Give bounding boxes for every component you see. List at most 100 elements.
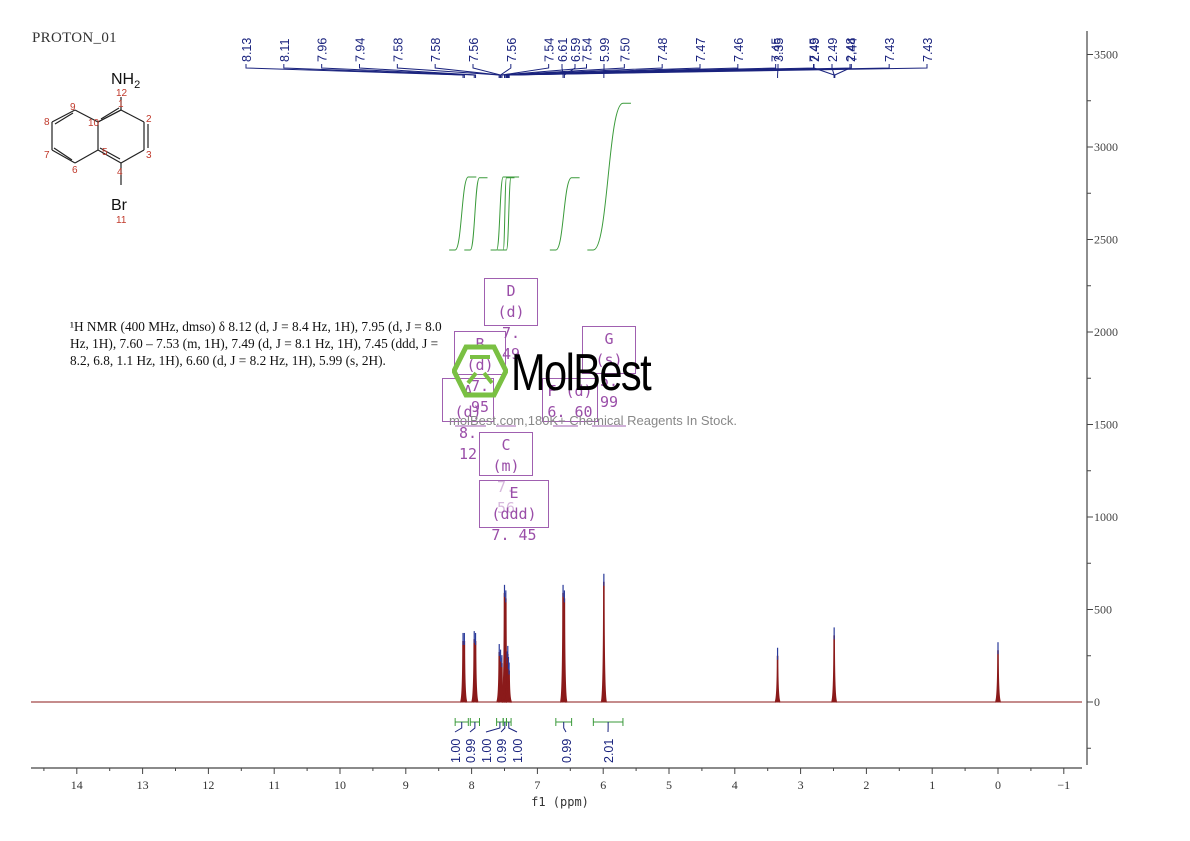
svg-text:6: 6: [72, 165, 78, 176]
multiplet-shift: 6. 60: [547, 403, 593, 421]
svg-text:11: 11: [116, 215, 127, 226]
peak-shift-label: 2.48: [844, 38, 858, 62]
peak-shift-label: 7.45: [808, 38, 822, 62]
svg-text:7: 7: [44, 150, 50, 161]
multiplet-label-e: E (ddd) 7. 45: [479, 480, 549, 544]
peak-shift-label: 7.54: [581, 38, 595, 62]
svg-text:9: 9: [70, 102, 76, 113]
peak-shift-label: 8.11: [278, 39, 292, 62]
peak-connector: [321, 64, 475, 78]
peak-connector: [831, 64, 835, 78]
integral-value: 0.99: [464, 739, 478, 763]
y-tick-label: 3500: [1094, 48, 1118, 62]
y-tick-label: 2500: [1094, 233, 1118, 247]
multiplet-id: G (s): [595, 330, 623, 369]
peak-shift-label: 7.45: [770, 38, 784, 62]
spectrum-peak: [774, 655, 781, 703]
multiplet-id: B (d): [466, 335, 494, 374]
svg-text:4: 4: [117, 167, 123, 178]
peak-shift-label: 7.48: [656, 38, 670, 62]
x-tick-label: 8: [469, 778, 475, 792]
peak-shift-label: 7.56: [467, 38, 481, 62]
x-tick-label: 4: [732, 778, 738, 792]
integral-curve: [587, 102, 631, 251]
peak-shift-label: 7.58: [391, 38, 405, 62]
multiplet-label-d: D (d) 7. 49: [484, 278, 538, 363]
peak-shift-label: 6.61: [556, 38, 570, 62]
multiplet-shift: 7. 49: [501, 324, 521, 363]
peak-connector: [505, 64, 663, 78]
integral-connector: [454, 722, 463, 733]
peak-shift-label: 3.35: [772, 38, 786, 62]
x-tick-label: 0: [995, 778, 1001, 792]
x-tick-label: 10: [334, 778, 346, 792]
peak-shift-label: 8.13: [240, 38, 254, 62]
spectrum-peak: [600, 581, 608, 703]
integral-curve: [464, 177, 488, 251]
multiplet-id: C (m): [492, 436, 520, 475]
peak-connector: [813, 64, 835, 78]
y-tick-label: 3000: [1094, 140, 1118, 154]
peak-shift-label: 7.56: [505, 38, 519, 62]
x-tick-label: 5: [666, 778, 672, 792]
peak-connector: [505, 64, 701, 78]
multiplet-shift: 7. 95: [470, 377, 490, 416]
nh2-label: NH2: [111, 71, 140, 91]
y-tick-label: 1500: [1094, 418, 1118, 432]
peak-connector: [434, 64, 500, 78]
x-tick-label: −1: [1057, 778, 1070, 792]
multiplet-id: E (ddd): [491, 484, 537, 523]
peak-connector: [500, 64, 512, 78]
multiplet-label-g: G (s) 5. 99: [582, 326, 636, 411]
peak-shift-label: 5.99: [598, 38, 612, 62]
y-tick-label: 1000: [1094, 510, 1118, 524]
peak-connector: [359, 64, 477, 78]
multiplet-shift: 8. 12: [458, 424, 478, 463]
peak-shift-label: 2.49: [826, 38, 840, 62]
peak-shift-label: 7.96: [316, 38, 330, 62]
peak-shift-label: 7.54: [543, 38, 557, 62]
x-tick-label: 1: [929, 778, 935, 792]
integral-connector: [485, 722, 501, 733]
integral-value: 1.00: [480, 739, 494, 763]
watermark-url: molBest.com,180K+ Chemical Reagents In S…: [449, 413, 737, 428]
peak-shift-label: 7.43: [921, 38, 935, 62]
integral-value: 0.99: [560, 739, 574, 763]
peak-connector: [245, 64, 464, 78]
x-tick-label: 7: [534, 778, 540, 792]
multiplet-label-c: C (m)7. 56: [479, 432, 533, 517]
peak-connector: [504, 64, 625, 78]
x-tick-label: 3: [798, 778, 804, 792]
peak-connector: [501, 64, 587, 78]
svg-text:8: 8: [44, 117, 50, 128]
peak-shift-label: 6.59: [569, 38, 583, 62]
peak-shift-label: 7.43: [883, 38, 897, 62]
spectrum-peak: [830, 635, 838, 703]
svg-text:2: 2: [146, 114, 152, 125]
integral-value: 2.01: [602, 739, 616, 763]
integral-connector: [508, 722, 518, 733]
svg-text:10: 10: [88, 118, 100, 129]
spectrum-title: PROTON_01: [32, 30, 117, 46]
svg-text:5: 5: [102, 147, 108, 158]
peak-shift-label: 7.58: [429, 38, 443, 62]
y-tick-label: 2000: [1094, 325, 1118, 339]
integral-curve: [490, 176, 512, 251]
integral-curve: [549, 177, 580, 251]
integral-value: 1.00: [511, 739, 525, 763]
spectrum-peak: [994, 650, 1002, 703]
watermark-brand: MolBest: [511, 344, 652, 402]
peak-shift-label: 7.47: [694, 38, 708, 62]
integral-connector: [500, 722, 506, 733]
nmr-summary-text: ¹H NMR (400 MHz, dmso) δ 8.12 (d, J = 8.…: [70, 319, 442, 368]
peak-shift-label: 7.44: [845, 38, 859, 62]
peak-connector: [472, 64, 502, 78]
integral-value: 1.00: [449, 739, 463, 763]
peak-connector: [508, 64, 928, 78]
peak-shift-label: 7.50: [618, 38, 632, 62]
integral-value: 0.99: [495, 739, 509, 763]
y-tick-label: 500: [1094, 603, 1112, 617]
integral-curve: [500, 176, 520, 251]
x-tick-label: 11: [268, 778, 280, 792]
